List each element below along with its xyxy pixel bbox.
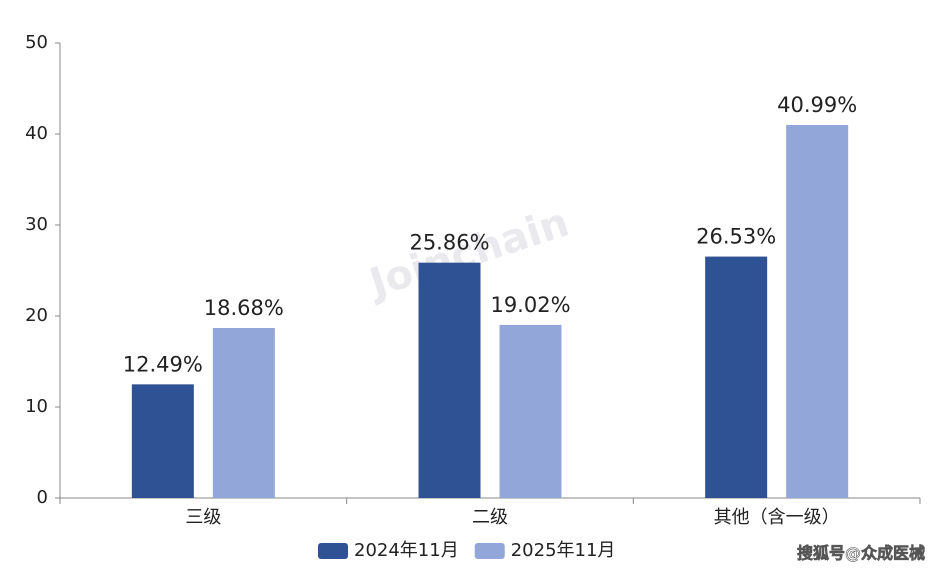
value-label: 40.99% <box>777 93 857 117</box>
legend-swatch <box>474 543 505 559</box>
y-tick-label: 50 <box>25 32 48 53</box>
value-label: 18.68% <box>204 296 284 320</box>
bar <box>786 124 849 498</box>
x-tick-label: 三级 <box>185 507 221 528</box>
legend-label: 2024年11月 <box>354 540 459 561</box>
value-label: 25.86% <box>409 231 489 255</box>
y-tick-label: 30 <box>25 214 48 235</box>
bar <box>131 384 194 498</box>
bar <box>212 328 275 498</box>
bar <box>418 262 481 498</box>
value-label: 26.53% <box>696 225 776 249</box>
legend-swatch <box>318 543 348 559</box>
value-label: 19.02% <box>490 293 570 317</box>
x-tick-label: 其他（含一级） <box>714 507 840 528</box>
y-tick-label: 40 <box>25 123 48 144</box>
y-tick-label: 10 <box>25 396 48 417</box>
legend-label: 2025年11月 <box>511 540 616 561</box>
credit: 搜狐号@众成医械 <box>797 544 925 563</box>
y-tick-label: 0 <box>37 487 48 508</box>
value-label: 12.49% <box>123 352 203 376</box>
bar <box>705 256 768 498</box>
y-tick-label: 20 <box>25 305 48 326</box>
bar <box>499 324 562 498</box>
x-tick-label: 二级 <box>472 507 508 528</box>
